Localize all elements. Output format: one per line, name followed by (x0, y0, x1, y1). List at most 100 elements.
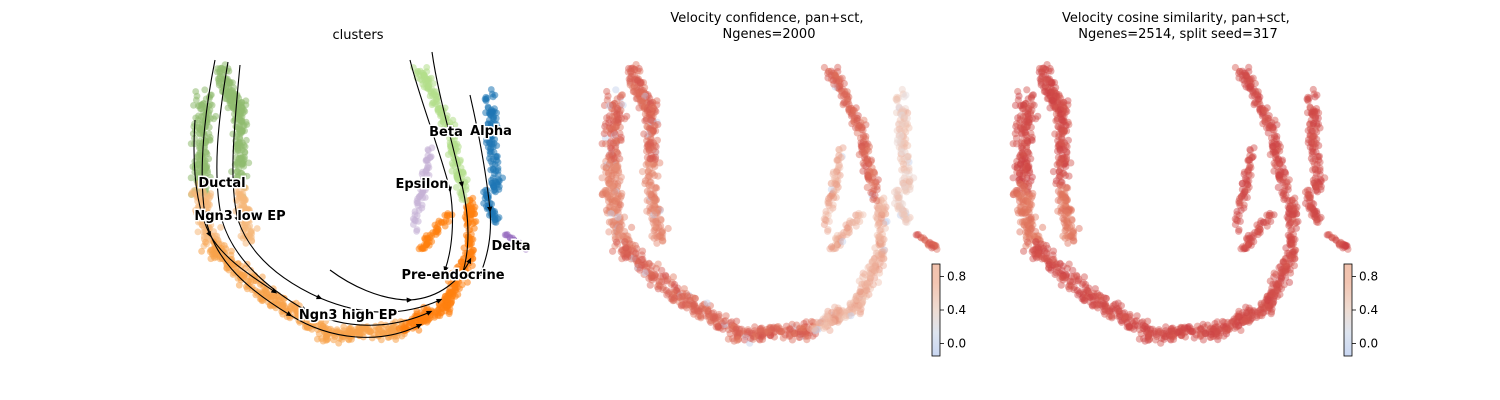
cell-point (855, 277, 863, 285)
cell-point (202, 195, 210, 203)
cell-point (619, 237, 628, 245)
cell-point (621, 115, 629, 123)
cell-point (681, 296, 689, 304)
cell-point (678, 296, 686, 304)
cell-point (661, 277, 669, 285)
cell-point (605, 112, 614, 120)
cell-point (800, 324, 808, 332)
cell-point (639, 95, 647, 103)
cell-point (820, 63, 829, 72)
cell-point (1065, 172, 1073, 180)
cell-point (635, 92, 643, 100)
cell-point (649, 127, 657, 135)
cell-point (673, 286, 681, 294)
cell-point (613, 123, 621, 131)
cell-point (676, 291, 685, 299)
cell-point (614, 118, 622, 127)
cell-point (247, 228, 255, 236)
cell-point (611, 235, 619, 243)
cell-point (421, 72, 428, 80)
cell-point (621, 238, 629, 246)
cell-point (608, 198, 616, 206)
cell-point (871, 179, 879, 187)
cell-point (1316, 124, 1324, 132)
cell-point (820, 321, 829, 329)
cell-point (611, 197, 619, 205)
cell-point (1060, 219, 1068, 227)
cell-point (605, 186, 613, 194)
cell-point (685, 301, 694, 309)
cell-point (615, 198, 623, 206)
cell-point (859, 133, 868, 141)
cell-point (828, 243, 836, 251)
cell-point (669, 297, 677, 305)
cell-point (712, 320, 720, 328)
cell-point (601, 140, 610, 148)
cell-point (1043, 250, 1051, 258)
cell-point (636, 79, 645, 87)
cell-point (626, 81, 634, 89)
cell-point (618, 255, 626, 263)
cell-point (607, 184, 615, 192)
cell-point (880, 194, 888, 202)
cell-point (419, 194, 427, 202)
cell-point (697, 314, 705, 322)
cell-point (1242, 309, 1251, 317)
cell-point (612, 116, 620, 124)
cell-point (632, 248, 640, 257)
cell-point (631, 66, 639, 74)
cell-point (671, 294, 679, 302)
cell-point (645, 161, 653, 169)
cell-point (709, 309, 718, 317)
cell-point (612, 137, 621, 145)
cell-point (608, 156, 616, 164)
cell-point (1010, 189, 1018, 197)
cell-point (651, 207, 659, 215)
cell-point (708, 310, 716, 318)
cell-point (610, 129, 618, 137)
cell-point (517, 244, 525, 252)
cell-point (614, 223, 623, 231)
cell-point (652, 143, 660, 151)
colorbar: 0.00.40.8 (931, 263, 966, 357)
cell-point (822, 207, 830, 216)
cell-point (469, 220, 477, 228)
cell-point (749, 330, 757, 338)
cell-point (647, 113, 656, 121)
cell-point (711, 314, 719, 323)
cell-point (448, 126, 456, 134)
cell-point (616, 94, 625, 102)
cell-point (603, 114, 611, 122)
cell-point (863, 156, 872, 164)
cell-point (652, 127, 660, 135)
cell-point (630, 71, 638, 79)
cell-point (323, 336, 331, 344)
cell-point (1248, 231, 1256, 239)
cell-point (644, 92, 653, 100)
cell-point (1132, 317, 1141, 325)
cell-point (673, 287, 681, 295)
cell-point (649, 161, 657, 169)
cell-point (651, 194, 659, 202)
cell-point (617, 201, 625, 209)
cell-point (606, 177, 615, 186)
cell-point (630, 247, 638, 255)
cell-point (653, 210, 661, 218)
cell-point (1271, 148, 1279, 156)
cell-point (608, 163, 617, 171)
cell-point (610, 209, 618, 218)
cell-point (693, 304, 701, 313)
cell-point (606, 129, 615, 137)
cell-point (645, 260, 653, 268)
cell-point (1019, 181, 1027, 190)
cluster-label: Ductal (198, 176, 245, 191)
cell-point (604, 192, 612, 200)
cell-point (636, 88, 644, 97)
cell-point (643, 137, 651, 145)
cell-point (1272, 140, 1280, 148)
cell-point (902, 218, 910, 226)
cell-point (650, 159, 658, 167)
cell-point (491, 218, 498, 226)
cell-point (621, 245, 629, 253)
